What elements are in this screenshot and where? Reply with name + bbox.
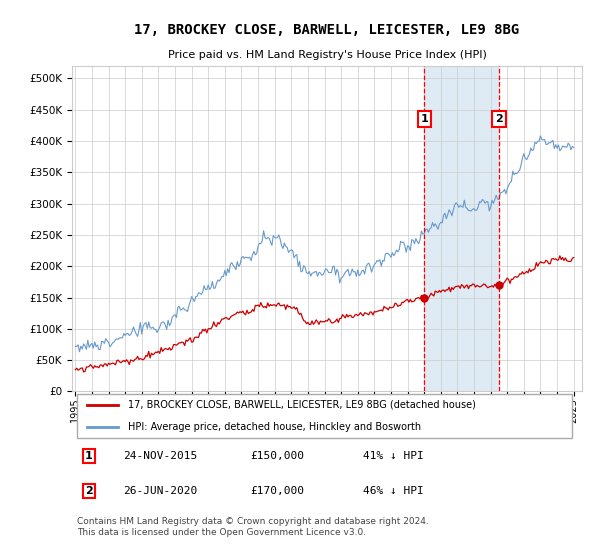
Text: 1: 1 [421, 114, 428, 124]
Text: HPI: Average price, detached house, Hinckley and Bosworth: HPI: Average price, detached house, Hinc… [128, 422, 421, 432]
Text: 24-NOV-2015: 24-NOV-2015 [123, 451, 197, 461]
Text: Price paid vs. HM Land Registry's House Price Index (HPI): Price paid vs. HM Land Registry's House … [167, 50, 487, 60]
Text: £170,000: £170,000 [251, 486, 305, 496]
Text: 17, BROCKEY CLOSE, BARWELL, LEICESTER, LE9 8BG: 17, BROCKEY CLOSE, BARWELL, LEICESTER, L… [134, 24, 520, 38]
Text: 46% ↓ HPI: 46% ↓ HPI [362, 486, 424, 496]
FancyBboxPatch shape [77, 394, 572, 438]
Bar [424, 66, 499, 391]
Text: 26-JUN-2020: 26-JUN-2020 [123, 486, 197, 496]
Text: 17, BROCKEY CLOSE, BARWELL, LEICESTER, LE9 8BG (detached house): 17, BROCKEY CLOSE, BARWELL, LEICESTER, L… [128, 400, 476, 410]
Text: £150,000: £150,000 [251, 451, 305, 461]
Text: Contains HM Land Registry data © Crown copyright and database right 2024.
This d: Contains HM Land Registry data © Crown c… [77, 517, 429, 537]
Text: 2: 2 [495, 114, 503, 124]
Text: 2: 2 [85, 486, 92, 496]
Text: 41% ↓ HPI: 41% ↓ HPI [362, 451, 424, 461]
Text: 1: 1 [85, 451, 92, 461]
